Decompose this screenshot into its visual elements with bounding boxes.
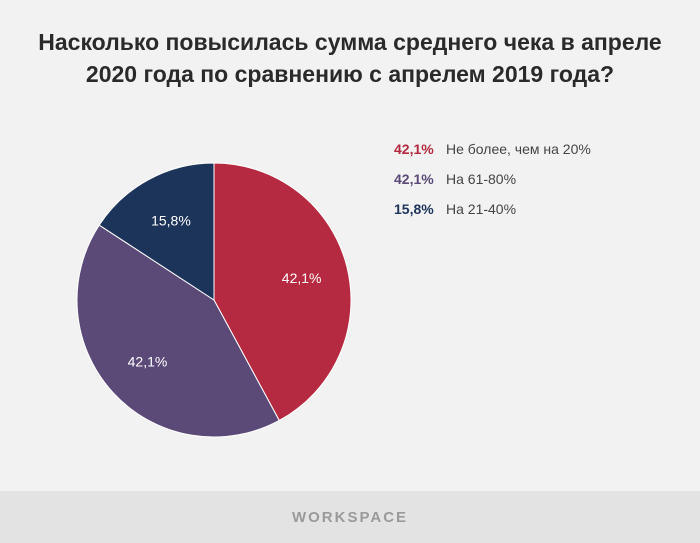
pie-slice-2 bbox=[76, 224, 280, 438]
legend-item-3: 15,8% На 21-40% bbox=[394, 194, 591, 224]
legend-value: 42,1% bbox=[394, 171, 434, 187]
legend-item-1: 42,1% Не более, чем на 20% bbox=[394, 134, 591, 164]
legend-label: На 61-80% bbox=[446, 171, 517, 187]
brand-logo: WORKSPACE bbox=[291, 509, 409, 526]
legend: 42,1% Не более, чем на 20% 42,1% На 61-8… bbox=[394, 134, 591, 224]
pie-slice-1 bbox=[213, 162, 352, 422]
legend-item-2: 42,1% На 61-80% bbox=[394, 164, 591, 194]
chart-title: Насколько повысилась сумма среднего чека… bbox=[0, 26, 700, 90]
legend-value: 15,8% bbox=[394, 201, 434, 217]
legend-label: На 21-40% bbox=[446, 201, 517, 217]
footer-bar: WORKSPACE bbox=[0, 491, 700, 543]
pie-slice-label-2: 42,1% bbox=[128, 353, 168, 369]
legend-value: 42,1% bbox=[394, 141, 434, 157]
legend-label: Не более, чем на 20% bbox=[446, 141, 591, 157]
chart-title-line-1: Насколько повысилась сумма среднего чека… bbox=[38, 29, 662, 55]
pie-slice-label-3: 15,8% bbox=[151, 212, 191, 228]
chart-title-line-2: 2020 года по сравнению с апрелем 2019 го… bbox=[85, 61, 615, 87]
pie-slice-label-1: 42,1% bbox=[282, 270, 322, 286]
pie-slice-3 bbox=[98, 162, 215, 301]
